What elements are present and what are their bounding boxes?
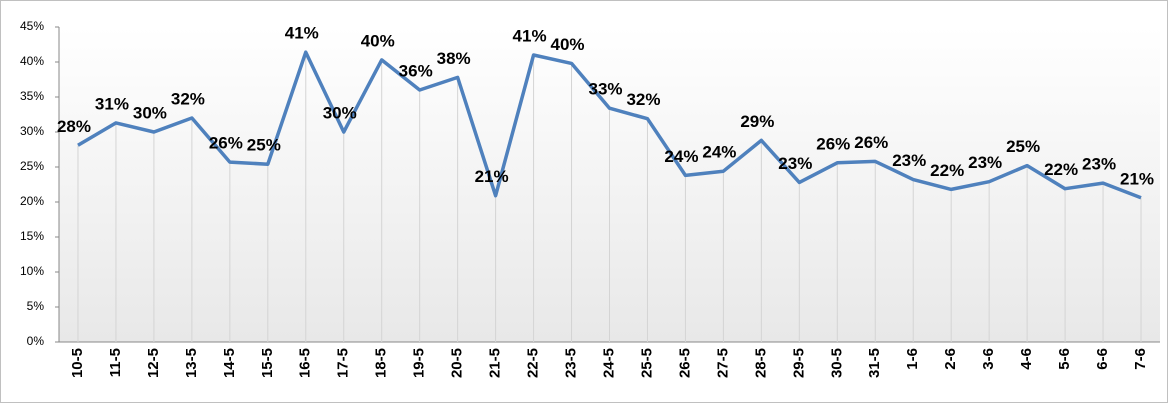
data-label: 41% — [285, 24, 319, 43]
y-tick-label: 25% — [20, 159, 44, 173]
data-label: 30% — [323, 103, 357, 122]
x-tick-label: 23-5 — [563, 348, 580, 378]
x-tick-label: 29-5 — [790, 348, 807, 378]
y-tick-label: 15% — [20, 229, 44, 243]
y-tick-label: 40% — [20, 54, 44, 68]
data-label: 23% — [778, 154, 812, 173]
data-label: 24% — [702, 143, 736, 162]
data-label: 22% — [1044, 160, 1078, 179]
x-tick-label: 16-5 — [297, 348, 314, 378]
x-tick-label: 28-5 — [752, 348, 769, 378]
y-tick-label: 20% — [20, 194, 44, 208]
data-label: 23% — [968, 153, 1002, 172]
data-label: 32% — [626, 90, 660, 109]
x-tick-label: 20-5 — [449, 348, 466, 378]
x-tick-label: 21-5 — [487, 348, 504, 378]
x-tick-label: 1-6 — [904, 348, 921, 370]
data-label: 41% — [513, 26, 547, 45]
data-label: 30% — [133, 103, 167, 122]
y-tick-label: 0% — [27, 334, 45, 348]
x-tick-label: 25-5 — [638, 348, 655, 378]
x-tick-label: 30-5 — [828, 348, 845, 378]
x-tick-label: 31-5 — [866, 348, 883, 378]
x-tick-label: 2-6 — [942, 348, 959, 370]
data-label: 24% — [664, 147, 698, 166]
x-tick-label: 6-6 — [1094, 348, 1111, 370]
x-tick-label: 19-5 — [411, 348, 428, 378]
data-label: 36% — [399, 61, 433, 80]
data-label: 25% — [247, 136, 281, 155]
y-tick-label: 5% — [27, 299, 45, 313]
x-tick-label: 15-5 — [259, 348, 276, 378]
x-tick-label: 7-6 — [1132, 348, 1149, 370]
data-label: 25% — [1006, 137, 1040, 156]
data-label: 26% — [854, 133, 888, 152]
y-tick-label: 45% — [20, 19, 44, 33]
x-tick-label: 3-6 — [980, 348, 997, 370]
x-tick-label: 13-5 — [183, 348, 200, 378]
data-label: 23% — [1082, 155, 1116, 174]
data-label: 26% — [816, 134, 850, 153]
data-label: 40% — [361, 31, 395, 50]
x-tick-label: 4-6 — [1018, 348, 1035, 370]
data-label: 26% — [209, 134, 243, 153]
data-label: 32% — [171, 89, 205, 108]
x-tick-label: 26-5 — [676, 348, 693, 378]
x-tick-label: 10-5 — [69, 348, 86, 378]
y-tick-label: 35% — [20, 89, 44, 103]
data-label: 21% — [1120, 169, 1154, 188]
x-tick-label: 18-5 — [373, 348, 390, 378]
data-label: 33% — [588, 80, 622, 99]
data-label: 21% — [475, 167, 509, 186]
x-tick-label: 24-5 — [600, 348, 617, 378]
y-tick-label: 10% — [20, 264, 44, 278]
x-tick-label: 14-5 — [221, 348, 238, 378]
data-label: 22% — [930, 161, 964, 180]
x-tick-label: 12-5 — [145, 348, 162, 378]
data-label: 31% — [95, 94, 129, 113]
data-label: 40% — [551, 35, 585, 54]
x-tick-label: 17-5 — [335, 348, 352, 378]
data-label: 38% — [437, 49, 471, 68]
series-line — [77, 50, 1142, 200]
x-tick-label: 27-5 — [714, 348, 731, 378]
x-tick-label: 22-5 — [525, 348, 542, 378]
x-tick-label: 5-6 — [1056, 348, 1073, 370]
y-tick-label: 30% — [20, 124, 44, 138]
data-label: 28% — [57, 117, 91, 136]
x-tick-label: 11-5 — [107, 348, 124, 377]
data-label: 29% — [740, 112, 774, 131]
data-label: 23% — [892, 151, 926, 170]
